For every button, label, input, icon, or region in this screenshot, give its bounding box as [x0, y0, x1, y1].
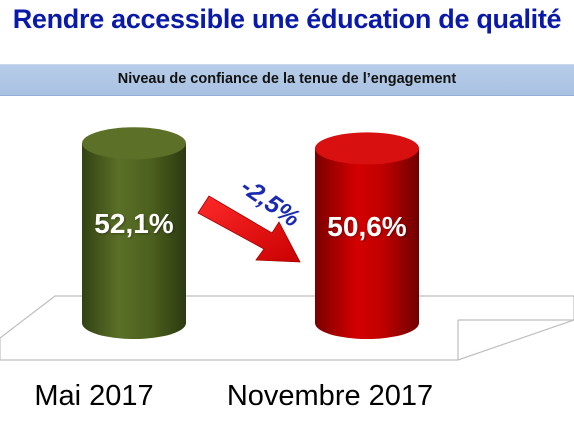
subtitle-band: [0, 64, 574, 96]
category-label-mai: Mai 2017: [34, 380, 154, 412]
value-label-mai: 52,1%: [94, 208, 174, 240]
bar-mai-2017: [82, 143, 186, 339]
bar-novembre-2017-top: [315, 132, 419, 165]
chart-title: Rendre accessible une éducation de quali…: [12, 4, 562, 34]
value-label-novembre: 50,6%: [327, 210, 407, 242]
category-label-novembre: Novembre 2017: [226, 380, 434, 412]
decrease-arrow-icon: [197, 195, 301, 263]
bar-novembre-2017: [315, 148, 419, 339]
bar-mai-2017-top: [82, 127, 186, 160]
chart-subtitle: Niveau de confiance de la tenue de l’eng…: [117, 71, 457, 87]
